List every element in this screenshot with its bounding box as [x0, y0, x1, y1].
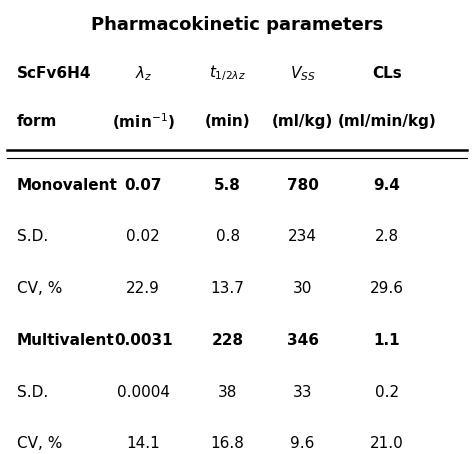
Text: 33: 33 — [293, 385, 312, 400]
Text: S.D.: S.D. — [17, 229, 48, 244]
Text: 0.02: 0.02 — [127, 229, 160, 244]
Text: $\lambda_z$: $\lambda_z$ — [135, 64, 152, 83]
Text: 1.1: 1.1 — [374, 333, 400, 348]
Text: 22.9: 22.9 — [127, 281, 160, 296]
Text: 9.4: 9.4 — [374, 178, 401, 193]
Text: 2.8: 2.8 — [375, 229, 399, 244]
Text: 38: 38 — [218, 385, 237, 400]
Text: 13.7: 13.7 — [211, 281, 245, 296]
Text: 14.1: 14.1 — [127, 436, 160, 451]
Text: ScFv6H4: ScFv6H4 — [17, 66, 91, 81]
Text: 0.8: 0.8 — [216, 229, 240, 244]
Text: (min): (min) — [205, 114, 250, 129]
Text: CV, %: CV, % — [17, 281, 62, 296]
Text: 0.2: 0.2 — [375, 385, 399, 400]
Text: form: form — [17, 114, 57, 129]
Text: 228: 228 — [211, 333, 244, 348]
Text: 780: 780 — [287, 178, 319, 193]
Text: 29.6: 29.6 — [370, 281, 404, 296]
Text: Pharmacokinetic parameters: Pharmacokinetic parameters — [91, 16, 383, 34]
Text: CV, %: CV, % — [17, 436, 62, 451]
Text: (ml/kg): (ml/kg) — [272, 114, 333, 129]
Text: 0.0031: 0.0031 — [114, 333, 173, 348]
Text: S.D.: S.D. — [17, 385, 48, 400]
Text: 5.8: 5.8 — [214, 178, 241, 193]
Text: 9.6: 9.6 — [291, 436, 315, 451]
Text: 30: 30 — [293, 281, 312, 296]
Text: 0.0004: 0.0004 — [117, 385, 170, 400]
Text: (ml/min/kg): (ml/min/kg) — [337, 114, 436, 129]
Text: 0.07: 0.07 — [125, 178, 162, 193]
Text: 234: 234 — [288, 229, 317, 244]
Text: CLs: CLs — [372, 66, 402, 81]
Text: 346: 346 — [287, 333, 319, 348]
Text: (min$^{-1}$): (min$^{-1}$) — [112, 111, 175, 132]
Text: $V_{SS}$: $V_{SS}$ — [290, 64, 315, 83]
Text: Monovalent: Monovalent — [17, 178, 118, 193]
Text: $t_{1/2\lambda z}$: $t_{1/2\lambda z}$ — [209, 63, 246, 83]
Text: 16.8: 16.8 — [211, 436, 245, 451]
Text: 21.0: 21.0 — [370, 436, 404, 451]
Text: Multivalent: Multivalent — [17, 333, 115, 348]
